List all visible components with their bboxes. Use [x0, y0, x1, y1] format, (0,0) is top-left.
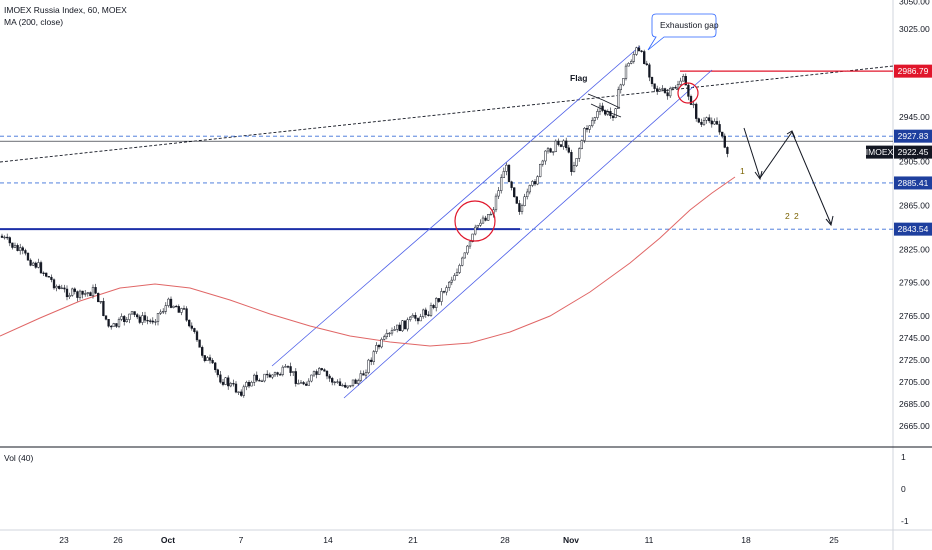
- x-tick-label: 23: [59, 535, 69, 545]
- y-tick-label: 2765.00: [899, 311, 930, 321]
- x-tick-label: 26: [113, 535, 123, 545]
- x-tick-label: 25: [829, 535, 839, 545]
- target-2a-label: 2: [785, 211, 790, 221]
- flag-lower-line[interactable]: [590, 103, 622, 118]
- price-badge-text-2: 2922.45: [898, 147, 929, 157]
- price-badge-text-4: 2843.54: [898, 224, 929, 234]
- y-tick-label: 2865.00: [899, 200, 930, 210]
- y-tick-label: 3025.00: [899, 24, 930, 34]
- price-badge-text-3: 2885.41: [898, 178, 929, 188]
- gap-circle[interactable]: [677, 82, 699, 104]
- y-tick-label: 2945.00: [899, 112, 930, 122]
- x-tick-label: 21: [408, 535, 418, 545]
- x-axis-ticks: 23 26 Oct 7 14 21 28 Nov 11 18 25: [59, 535, 839, 545]
- volume-axis-ticks: 1 0 -1: [901, 452, 909, 526]
- target-2b-label: 2: [794, 211, 799, 221]
- price-badge-3: [894, 176, 932, 190]
- price-badge-2: [894, 145, 932, 159]
- price-badge-text-1: 2927.83: [898, 131, 929, 141]
- exhaustion-gap-callout[interactable]: [647, 13, 717, 51]
- y-tick-label: 3050.00: [899, 0, 930, 6]
- y-tick-label: 2685.00: [899, 399, 930, 409]
- exhaustion-gap-label: Exhaustion gap: [660, 20, 719, 30]
- ma-200-line[interactable]: [0, 176, 736, 347]
- y-tick-label: 2665.00: [899, 421, 930, 431]
- symbol-badge-text: IMOEX: [866, 147, 894, 157]
- x-tick-label: Oct: [161, 535, 175, 545]
- price-badge-0: [894, 64, 932, 78]
- y-tick-label: 2825.00: [899, 245, 930, 255]
- flag-label: Flag: [570, 73, 587, 83]
- flag-upper-line[interactable]: [587, 93, 621, 109]
- horizontal-levels[interactable]: [0, 70, 893, 231]
- breakout-circle[interactable]: [454, 200, 496, 242]
- y-tick-label: 2705.00: [899, 377, 930, 387]
- x-tick-label: 11: [645, 535, 654, 545]
- volume-indicator-label[interactable]: Vol (40): [4, 453, 34, 463]
- y-tick-label: 2905.00: [899, 156, 930, 166]
- projection-arrow-3: [825, 215, 834, 227]
- price-label-badges: 2986.79 2927.83 2922.45 IMOEX 2885.41 2843.54: [866, 64, 932, 236]
- x-tick-label: Nov: [563, 535, 579, 545]
- price-badge-1: [894, 129, 932, 143]
- x-tick-label: 14: [323, 535, 333, 545]
- volume-tick-label: 1: [901, 452, 906, 462]
- projection-path[interactable]: [743, 127, 832, 225]
- chart-title: IMOEX Russia Index, 60, MOEX: [4, 5, 127, 15]
- x-tick-label: 7: [239, 535, 244, 545]
- volume-tick-label: -1: [901, 516, 909, 526]
- projection-arrow-1: [754, 170, 763, 181]
- price-badge-text-0: 2986.79: [898, 66, 929, 76]
- y-tick-label: 2745.00: [899, 333, 930, 343]
- symbol-badge: [866, 145, 893, 159]
- channel-upper-line[interactable]: [271, 45, 641, 367]
- projection-arrow-2: [786, 130, 796, 139]
- target-1-label: 1: [740, 166, 745, 176]
- y-axis-ticks: 3050.00 3025.00 2945.00 2905.00 2865.00 2825.…: [899, 0, 930, 431]
- x-tick-label: 18: [741, 535, 751, 545]
- price-candles: [0, 45, 729, 398]
- y-tick-label: 2795.00: [899, 278, 930, 288]
- y-tick-label: 2725.00: [899, 355, 930, 365]
- ma-indicator-label[interactable]: MA (200, close): [4, 17, 64, 27]
- long-trend-line[interactable]: [0, 65, 894, 163]
- x-tick-label: 28: [500, 535, 510, 545]
- volume-tick-label: 0: [901, 484, 906, 494]
- price-badge-4: [894, 222, 932, 236]
